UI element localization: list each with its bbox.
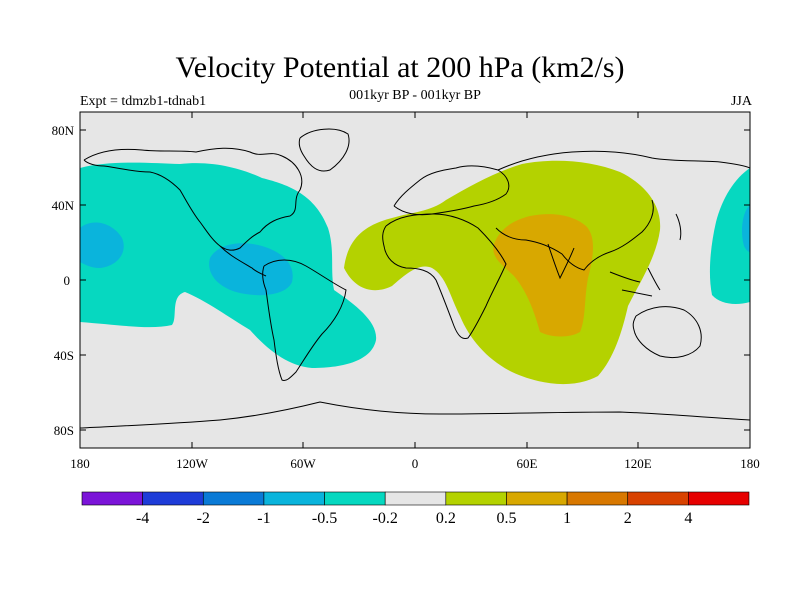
experiment-label: Expt = tdmzb1-tdnab1 [80, 94, 207, 109]
colorbar-swatch [81, 491, 143, 506]
coastline-africa [382, 213, 507, 339]
colorbar-label: -2 [197, 510, 210, 527]
coastline-asia [495, 150, 750, 271]
colorbar-label: -1 [257, 510, 270, 527]
contour-negative-weak-westpacific [709, 168, 750, 304]
lat-label-0: 0 [64, 273, 71, 288]
map-subtitle: 001kyr BP - 001kyr BP [349, 88, 481, 103]
colorbar-swatch [384, 491, 447, 506]
colorbar-label: 1 [563, 510, 571, 527]
colorbar-label: 0.5 [496, 510, 516, 527]
map-title: Velocity Potential at 200 hPa (km2/s) [175, 51, 625, 84]
contour-negative-moderate-central-america [209, 243, 293, 296]
lat-label-40n: 40N [52, 198, 75, 213]
lat-label-80s: 80S [54, 423, 74, 438]
colorbar-swatch [142, 491, 204, 506]
season-label: JJA [730, 94, 752, 109]
colorbar-label: 4 [684, 510, 692, 527]
colorbar-swatch [263, 491, 325, 506]
colorbar-label: -4 [136, 510, 149, 527]
lat-label-80n: 80N [52, 123, 75, 138]
colorbar-label: 0.2 [436, 510, 456, 527]
contour-positive-moderate-indian-ocean [493, 214, 593, 337]
colorbar-swatch [506, 491, 568, 506]
colorbar: -4 -2 -1 -0.5 -0.2 0.2 0.5 1 2 4 [81, 491, 750, 527]
lat-label-40s: 40S [54, 348, 74, 363]
coastlines [80, 128, 750, 429]
lon-label-60w: 60W [290, 456, 316, 471]
coastline-europe [393, 165, 510, 216]
coastline-maritime-continent [609, 267, 661, 297]
colorbar-label: -0.2 [373, 510, 398, 527]
contour-fill-layer [80, 160, 750, 385]
colorbar-swatch [566, 491, 629, 506]
longitude-labels: 180 120W 60W 0 60E 120E 180 [70, 456, 760, 471]
coastline-japan [675, 213, 682, 241]
lon-label-120w: 120W [176, 456, 209, 471]
latitude-axis [80, 129, 750, 431]
colorbar-label: -0.5 [312, 510, 337, 527]
coastline-india [547, 243, 575, 280]
coastline-central-america [219, 245, 267, 277]
lon-label-180w: 180 [70, 456, 90, 471]
colorbar-swatch [627, 491, 689, 506]
colorbar-swatch [688, 491, 750, 506]
coastline-south-america [262, 259, 347, 381]
coastline-australia [632, 306, 702, 359]
coastline-north-america [83, 147, 303, 251]
coastline-antarctica [80, 401, 750, 429]
lon-label-180e: 180 [740, 456, 760, 471]
contour-negative-moderate-westpacific [742, 205, 750, 252]
lon-label-0: 0 [412, 456, 419, 471]
lon-label-120e: 120E [624, 456, 652, 471]
colorbar-swatch [445, 491, 507, 506]
lon-label-60e: 60E [517, 456, 538, 471]
colorbar-label: 2 [624, 510, 632, 527]
coastline-greenland [298, 128, 350, 172]
colorbar-swatch [324, 491, 386, 506]
contour-negative-moderate-central-pacific [80, 222, 124, 268]
longitude-axis [79, 112, 751, 448]
colorbar-swatch [202, 491, 265, 506]
latitude-labels: 80N 40N 0 40S 80S [52, 123, 75, 438]
